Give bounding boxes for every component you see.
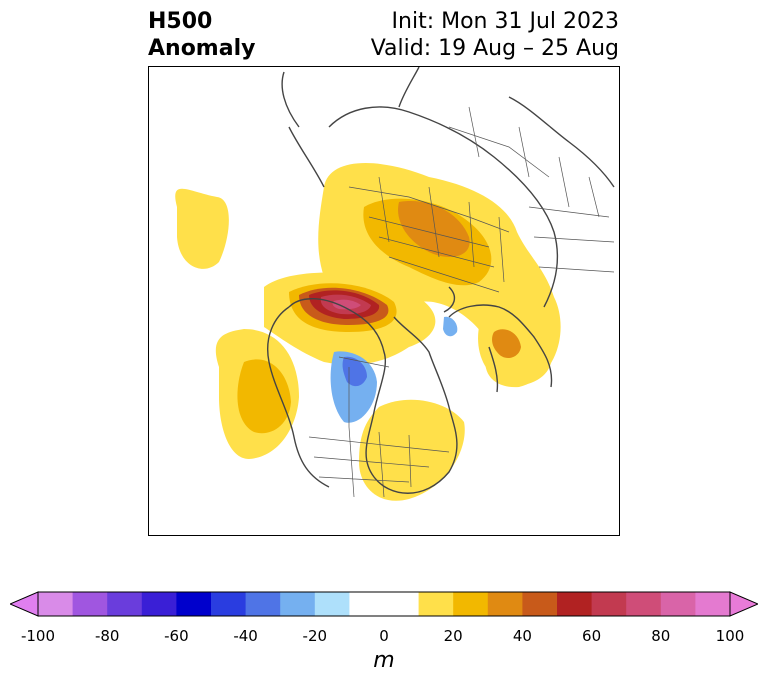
colorbar-cell [280, 592, 316, 616]
coastlines [267, 67, 615, 494]
title-right: Init: Mon 31 Jul 2023 Valid: 19 Aug – 25… [371, 8, 619, 62]
anomaly-map [175, 67, 615, 501]
colorbar-tick-label: -40 [233, 627, 258, 645]
colorbar-tick-label: 20 [443, 627, 463, 645]
colorbar-tick-label: -20 [302, 627, 328, 645]
colorbar-cell [695, 592, 731, 616]
colorbar-tick-label: 80 [651, 627, 671, 645]
colorbar [10, 591, 758, 617]
negative-anomaly-shading [330, 316, 458, 423]
colorbar-cell [453, 592, 489, 616]
positive-anomaly-shading [175, 163, 561, 501]
title-field-type: Anomaly [148, 36, 256, 61]
colorbar-tick-label: 60 [582, 627, 602, 645]
borders [308, 106, 615, 498]
colorbar-tick-label: 40 [512, 627, 532, 645]
colorbar-cell [591, 592, 627, 616]
colorbar-cell [245, 592, 281, 616]
colorbar-cell [38, 592, 74, 616]
colorbar-cell [626, 592, 662, 616]
colorbar-tick-label: 0 [379, 627, 389, 645]
title-left: H500 Anomaly [148, 8, 255, 62]
map-panel [148, 66, 620, 536]
colorbar-extend-max [729, 591, 758, 617]
colorbar-cell [660, 592, 696, 616]
colorbar-tick-label: -60 [164, 627, 189, 645]
colorbar-cells [38, 592, 731, 616]
title-field-name: H500 [148, 9, 213, 34]
colorbar-cell [72, 592, 108, 616]
init-time: Init: Mon 31 Jul 2023 [391, 9, 619, 34]
colorbar-cell [487, 592, 523, 616]
colorbar-cell [314, 592, 350, 616]
colorbar-outline [37, 591, 731, 617]
valid-range: Valid: 19 Aug – 25 Aug [370, 36, 619, 61]
colorbar-cell [211, 592, 247, 616]
colorbar-cell [141, 592, 177, 616]
colorbar-tick-label: 100 [715, 627, 745, 645]
colorbar-cell [176, 592, 212, 616]
colorbar-cell [349, 592, 420, 616]
colorbar-cell [107, 592, 143, 616]
colorbar-cell [557, 592, 593, 616]
colorbar-cell [522, 592, 558, 616]
colorbar-tick-label: -100 [20, 627, 56, 645]
colorbar-units: m [373, 648, 395, 673]
colorbar-tick-label: -80 [94, 627, 120, 645]
colorbar-cell [418, 592, 454, 616]
colorbar-extend-min [10, 591, 39, 617]
